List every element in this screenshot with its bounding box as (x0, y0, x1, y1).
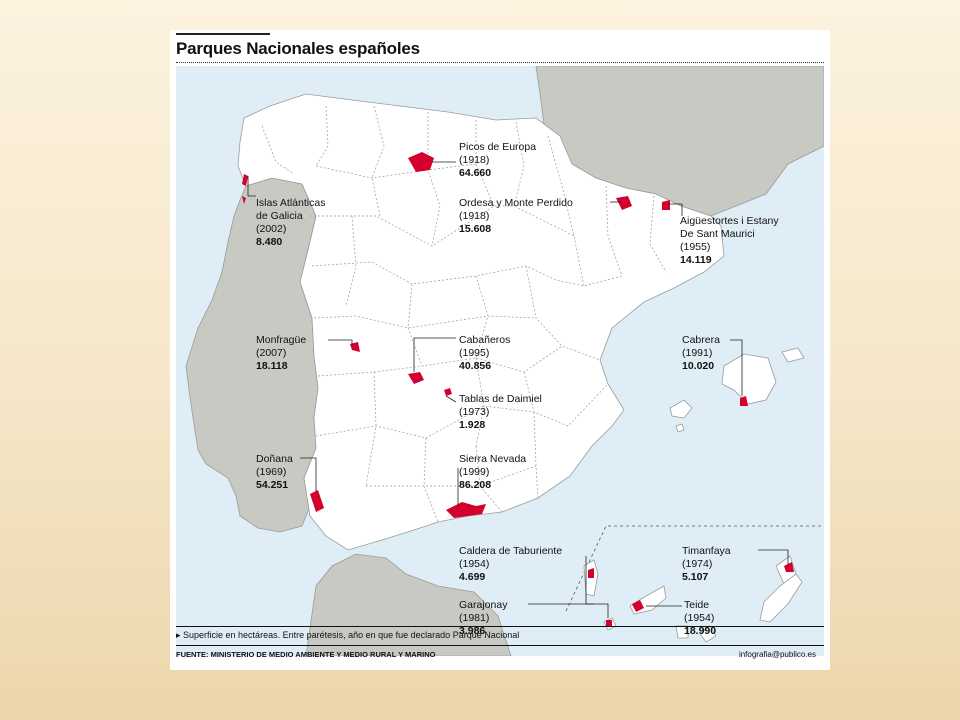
svg-text:(1918): (1918) (459, 210, 489, 222)
svg-text:Islas Atlánticas: Islas Atlánticas (256, 197, 325, 209)
park-label-timanfaya: Timanfaya (1974) 5.107 (682, 545, 731, 583)
svg-text:14.119: 14.119 (680, 254, 712, 266)
park-label-ordesa: Ordesa y Monte Perdido (1918) 15.608 (459, 197, 573, 235)
svg-text:10.020: 10.020 (682, 360, 714, 372)
svg-text:de Galicia: de Galicia (256, 210, 303, 222)
infographic-panel: Parques Nacionales españoles (170, 30, 830, 670)
park-label-donana: Doñana (1969) 54.251 (256, 453, 293, 491)
svg-text:Tablas de Daimiel: Tablas de Daimiel (459, 393, 542, 405)
park-label-caldera-de-taburiente: Caldera de Taburiente (1954) 4.699 (459, 545, 562, 583)
park-marker-monfrague (350, 342, 360, 352)
svg-text:Garajonay: Garajonay (459, 599, 508, 611)
map-title: Parques Nacionales españoles (176, 39, 420, 58)
footnote-rule (176, 626, 824, 627)
park-label-tablas-de-daimiel: Tablas de Daimiel (1973) 1.928 (459, 393, 542, 431)
park-marker-aiguestortes (662, 200, 670, 210)
park-label-islas-atlanticas: Islas Atlánticas de Galicia (2002) 8.480 (256, 197, 325, 248)
svg-text:4.699: 4.699 (459, 571, 485, 583)
title-rule (176, 33, 270, 35)
dotted-divider (176, 62, 824, 63)
park-marker-teide (632, 600, 644, 612)
svg-text:54.251: 54.251 (256, 479, 288, 491)
svg-text:Cabrera: Cabrera (682, 334, 720, 346)
svg-text:(2002): (2002) (256, 223, 286, 235)
svg-text:Picos de Europa: Picos de Europa (459, 141, 536, 153)
spain-map: Picos de Europa (1918) 64.660 Ordesa y M… (176, 66, 824, 656)
svg-text:(1918): (1918) (459, 154, 489, 166)
svg-text:(2007): (2007) (256, 347, 286, 359)
svg-text:Sierra Nevada: Sierra Nevada (459, 453, 526, 465)
svg-text:Caldera de Taburiente: Caldera de Taburiente (459, 545, 562, 557)
park-label-garajonay: Garajonay (1981) 3.986 (459, 599, 508, 637)
park-label-cabaneros: Cabañeros (1995) 40.856 (459, 334, 510, 372)
svg-text:Teide: Teide (684, 599, 709, 611)
leader-lines (247, 161, 789, 618)
svg-text:1.928: 1.928 (459, 419, 485, 431)
svg-text:(1995): (1995) (459, 347, 489, 359)
svg-text:(1969): (1969) (256, 466, 286, 478)
svg-text:(1954): (1954) (459, 558, 489, 570)
park-marker-garajonay (606, 620, 612, 626)
svg-text:(1999): (1999) (459, 466, 489, 478)
source-rule (176, 645, 824, 646)
svg-text:18.118: 18.118 (256, 360, 288, 372)
park-marker-timanfaya (784, 562, 794, 572)
svg-text:64.660: 64.660 (459, 167, 491, 179)
svg-text:(1991): (1991) (682, 347, 712, 359)
park-marker-ordesa (616, 196, 632, 210)
svg-text:De Sant Maurici: De Sant Maurici (680, 228, 755, 240)
park-marker-cabrera (740, 396, 748, 406)
svg-text:3.986: 3.986 (459, 625, 485, 637)
svg-text:5.107: 5.107 (682, 571, 708, 583)
svg-text:40.856: 40.856 (459, 360, 491, 372)
park-marker-cabaneros (408, 372, 424, 384)
balearic-islands (669, 347, 805, 433)
park-label-monfrague: Monfragüe (2007) 18.118 (256, 334, 306, 372)
svg-text:(1954): (1954) (684, 612, 714, 624)
park-label-aiguestortes: Aigüestortes i Estany De Sant Maurici (1… (680, 215, 779, 266)
footnote: ▸ Superficie en hectáreas. Entre parétes… (176, 630, 520, 640)
svg-text:Doñana: Doñana (256, 453, 293, 465)
svg-text:Cabañeros: Cabañeros (459, 334, 510, 346)
svg-text:Aigüestortes i Estany: Aigüestortes i Estany (680, 215, 779, 227)
park-marker-donana (310, 490, 324, 512)
svg-text:(1973): (1973) (459, 406, 489, 418)
spain-mainland (237, 93, 725, 551)
canary-islands (583, 555, 803, 643)
africa-landmass (305, 553, 512, 656)
park-marker-caldera-de-taburiente (588, 568, 594, 578)
source-text: FUENTE: MINISTERIO DE MEDIO AMBIENTE Y M… (176, 650, 436, 659)
svg-text:(1981): (1981) (459, 612, 489, 624)
park-marker-islas-atlanticas (242, 174, 248, 204)
park-label-picos-de-europa: Picos de Europa (1918) 64.660 (459, 141, 536, 179)
park-label-cabrera: Cabrera (1991) 10.020 (682, 334, 720, 372)
svg-text:8.480: 8.480 (256, 236, 282, 248)
canary-inset-border (565, 525, 824, 612)
svg-text:15.608: 15.608 (459, 223, 491, 235)
province-borders (261, 105, 667, 523)
park-marker-tablas-de-daimiel (444, 388, 452, 396)
credit-text: infografia@publico.es (738, 650, 816, 659)
svg-text:18.990: 18.990 (684, 625, 716, 637)
svg-text:Monfragüe: Monfragüe (256, 334, 306, 346)
park-label-sierra-nevada: Sierra Nevada (1999) 86.208 (459, 453, 526, 491)
park-label-teide: Teide (1954) 18.990 (684, 599, 716, 637)
park-marker-picos-de-europa (408, 152, 434, 172)
park-marker-sierra-nevada (446, 502, 486, 518)
svg-text:86.208: 86.208 (459, 479, 491, 491)
svg-text:(1955): (1955) (680, 241, 710, 253)
svg-text:Timanfaya: Timanfaya (682, 545, 731, 557)
svg-text:(1974): (1974) (682, 558, 712, 570)
svg-text:Ordesa y Monte Perdido: Ordesa y Monte Perdido (459, 197, 573, 209)
